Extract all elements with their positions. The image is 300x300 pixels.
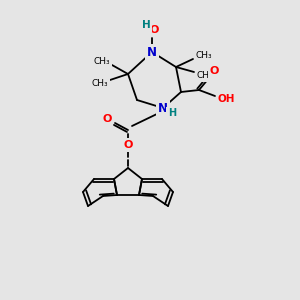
Text: O: O (149, 25, 159, 35)
Text: O: O (209, 66, 219, 76)
Text: H: H (142, 20, 150, 30)
Text: N: N (147, 46, 157, 59)
Text: CH₃: CH₃ (197, 71, 213, 80)
Text: O: O (123, 140, 133, 150)
Text: N: N (158, 101, 168, 115)
Text: H: H (168, 108, 176, 118)
Text: O: O (102, 114, 112, 124)
Text: OH: OH (217, 94, 235, 104)
Text: CH₃: CH₃ (196, 50, 212, 59)
Text: CH₃: CH₃ (92, 79, 108, 88)
Text: CH₃: CH₃ (94, 56, 110, 65)
